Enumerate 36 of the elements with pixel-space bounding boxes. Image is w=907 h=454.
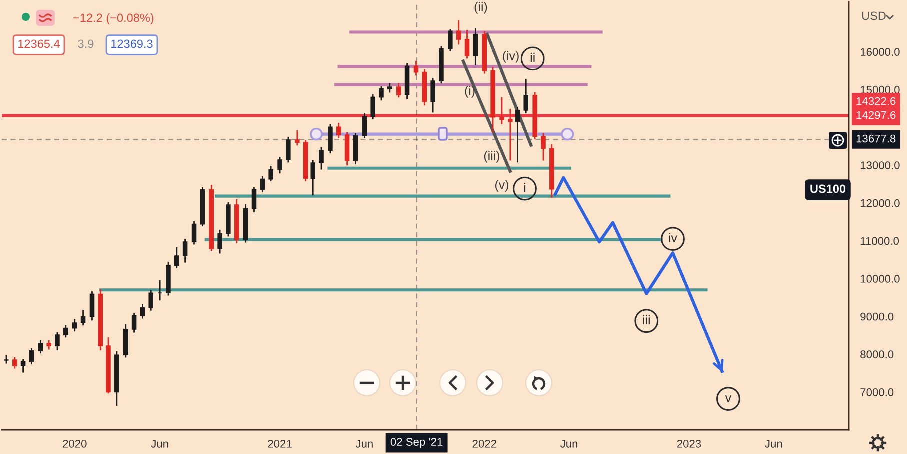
annotation: 12369.3 (112, 40, 153, 48)
data-label: ii (530, 52, 535, 62)
annotation: (ii) (474, 2, 488, 14)
ref-line-label: 14322.6 (856, 97, 896, 106)
x-tick-label: Jun (151, 440, 168, 448)
y-tick-label: 11000.0 (860, 237, 900, 246)
data-label: i (524, 182, 526, 192)
annotation: (i) (465, 86, 475, 98)
y-tick-label: 16000.0 (860, 48, 900, 56)
ref-line-label: 02 Sep '21 (390, 438, 443, 448)
y-tick-label: 13000.0 (860, 162, 900, 170)
data-label: v (725, 396, 732, 402)
annotation: US100 (810, 184, 846, 194)
annotation: 3.9 (78, 40, 94, 48)
y-tick-label: 7000.0 (860, 388, 894, 396)
y-tick-label: 8000.0 (860, 350, 894, 359)
data-label: iii (643, 315, 650, 324)
x-tick-label: 2020 (63, 440, 87, 448)
annotation: 12365.4 (18, 40, 60, 48)
y-tick-label: 9000.0 (860, 312, 894, 321)
ref-line-label: 13677.8 (856, 134, 896, 143)
annotation: −12.2 (−0.08%) (74, 14, 154, 24)
x-tick-label: Jun (560, 440, 578, 448)
y-tick-label: 12000.0 (860, 199, 900, 208)
annotation: (v) (495, 180, 509, 192)
annotation: (iv) (503, 51, 519, 63)
x-tick-label: 2023 (677, 440, 702, 448)
x-tick-label: Jun (765, 440, 782, 448)
x-tick-label: Jun (356, 440, 373, 448)
x-tick-label: 2021 (268, 440, 292, 448)
data-label: iv (669, 233, 678, 242)
ref-line-label: 14297.6 (856, 111, 896, 120)
x-tick-label: 2022 (472, 440, 496, 448)
y-tick-label: 10000.0 (860, 275, 900, 283)
annotation: (iii) (484, 151, 500, 163)
text: USD (862, 12, 886, 20)
